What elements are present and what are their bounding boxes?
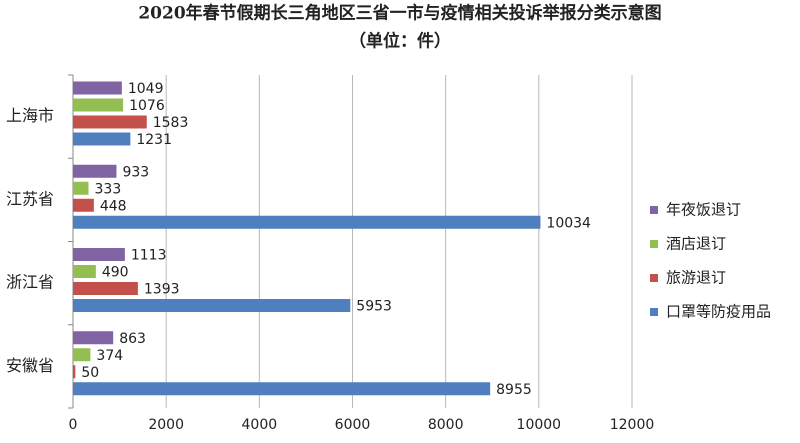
chart-title: 2020年春节假期长三角地区三省一市与疫情相关投诉举报分类示意图	[138, 3, 661, 24]
y-tick-label: 江苏省	[6, 189, 54, 208]
legend-swatch	[650, 274, 658, 282]
chart-subtitle: （单位：件）	[349, 31, 451, 52]
data-label: 1393	[144, 282, 180, 298]
bar	[73, 331, 114, 345]
legend-swatch	[650, 240, 658, 248]
bar	[73, 382, 491, 396]
x-tick-label: 2000	[148, 417, 184, 433]
y-tick-label: 上海市	[6, 106, 54, 125]
x-tick-label: 0	[69, 417, 78, 433]
bar	[73, 164, 117, 178]
data-label: 863	[119, 331, 146, 347]
legend-swatch	[650, 206, 658, 214]
bar	[73, 282, 138, 295]
bar	[73, 81, 122, 95]
x-tick-label: 6000	[335, 417, 371, 433]
data-label: 333	[95, 181, 122, 197]
x-tick-label: 8000	[428, 417, 464, 433]
data-label: 374	[96, 348, 123, 364]
bar	[73, 181, 89, 195]
legend-swatch	[650, 308, 658, 316]
bar	[73, 265, 96, 278]
data-label: 1076	[129, 98, 165, 114]
bar	[73, 365, 76, 379]
y-tick-label: 浙江省	[6, 273, 54, 292]
data-label: 1231	[136, 132, 172, 148]
data-label: 50	[81, 365, 99, 381]
x-tick-label: 4000	[242, 417, 278, 433]
bar	[73, 215, 541, 229]
bar	[73, 198, 94, 212]
legend-label: 酒店退订	[666, 235, 726, 253]
legend-label: 年夜饭退订	[666, 201, 741, 219]
legend-label: 口罩等防疫用品	[666, 303, 771, 321]
data-label: 1113	[131, 248, 167, 264]
data-label: 5953	[356, 299, 392, 315]
bar	[73, 348, 91, 362]
data-label: 10034	[546, 215, 591, 231]
x-tick-label: 12000	[610, 417, 655, 433]
data-label: 1049	[128, 81, 164, 97]
data-label: 8955	[496, 382, 532, 398]
bar	[73, 299, 351, 312]
bar	[73, 98, 124, 112]
bar	[73, 248, 125, 261]
bar	[73, 132, 131, 146]
y-tick-label: 安徽省	[6, 356, 54, 375]
legend-label: 旅游退订	[666, 269, 726, 287]
data-label: 490	[102, 265, 129, 281]
bar	[73, 115, 147, 129]
data-label: 933	[122, 164, 149, 180]
data-label: 448	[100, 198, 127, 214]
data-label: 1583	[153, 115, 189, 131]
x-tick-label: 10000	[517, 417, 562, 433]
